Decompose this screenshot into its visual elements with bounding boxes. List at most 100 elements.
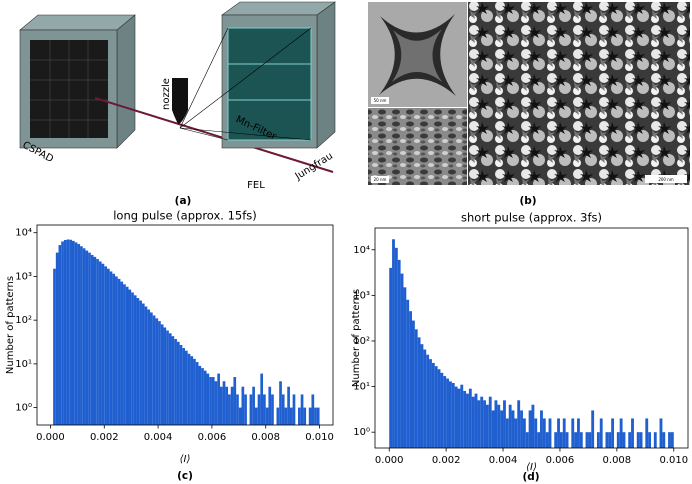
bar [497,404,501,448]
bar [112,273,116,425]
bar [571,418,575,448]
bar [85,250,89,425]
y-tick-label: 10² [15,315,32,326]
bar [139,300,142,425]
bar [117,278,121,425]
micrograph-overview [468,2,690,185]
bar [648,432,652,448]
bar [101,263,105,425]
bar [420,344,424,448]
chart-title: long pulse (approx. 15fs) [113,209,257,223]
bar [211,377,215,425]
plot-frame [36,224,334,426]
bar [90,254,94,425]
diagram-label: nozzle [161,78,172,110]
bar [77,244,81,425]
x-tick-label: 0.004 [489,455,518,466]
bar [522,418,526,448]
bar [505,418,509,448]
panel-label: (c) [177,470,193,482]
bar [403,287,407,448]
bar [104,266,107,425]
bar [457,388,461,448]
bar [636,432,640,448]
bar [585,432,589,448]
bar [292,394,296,425]
bar [284,407,288,425]
bar [150,312,153,425]
bar [394,247,398,448]
bar [608,432,612,448]
bar [545,432,549,448]
bar [429,359,432,448]
bar [98,261,102,425]
bar [53,268,56,425]
bar [61,241,64,425]
bar [548,418,552,448]
bar [128,289,132,425]
bar [485,404,489,448]
x-tick-label: 0.010 [659,455,688,466]
bar [298,407,301,425]
bar [443,376,447,448]
bar [400,273,404,448]
bar [653,432,657,448]
x-tick-label: 0.000 [375,455,404,466]
bar [308,407,312,425]
bar [520,410,523,448]
scale-bar-box [371,97,389,104]
bar [241,386,245,425]
x-tick-label: 0.006 [546,455,575,466]
bar [179,345,183,425]
bar [508,404,512,448]
bar [668,432,671,448]
nozzle [172,78,188,124]
y-tick-label: 10¹ [15,359,32,370]
cspad-top [19,14,136,31]
bar [93,256,97,425]
bar [136,298,140,425]
bar [276,407,280,425]
bar [534,418,538,448]
bar [257,394,261,425]
bar [605,432,609,448]
bar [557,418,560,448]
y-tick-label: 10⁴ [15,228,32,239]
bar [230,386,234,425]
bar [414,329,418,448]
bar [406,299,410,448]
bar [214,381,218,425]
bar [468,388,472,448]
y-axis-label: Number of patterns [351,289,362,387]
bar [133,295,137,425]
bar [82,248,86,425]
bar [166,330,169,425]
bar [562,418,566,448]
bar [440,372,444,448]
bar [392,239,395,448]
panel-label: (a) [175,195,192,207]
micrographs: 50 nm 20 nm 200 nm [368,2,690,185]
bar [303,407,307,425]
setup-diagram: CSPAD nozzle Mn-Filter Jungfrau FEL [19,1,336,191]
bar [622,432,626,448]
bar [219,386,223,425]
bar [511,410,515,448]
bar [434,366,438,448]
bar [203,370,207,425]
bar [236,394,239,425]
bar [619,418,623,448]
bar [71,240,75,425]
bar [109,271,113,425]
bar [233,377,237,425]
bar [222,381,226,425]
bar [517,400,521,448]
bar [525,432,529,448]
bar [514,418,518,448]
bar [263,394,266,425]
x-tick-label: 0.002 [90,432,119,443]
bar [131,292,134,425]
bar [217,373,220,425]
bar [238,407,242,425]
bar [431,362,435,448]
